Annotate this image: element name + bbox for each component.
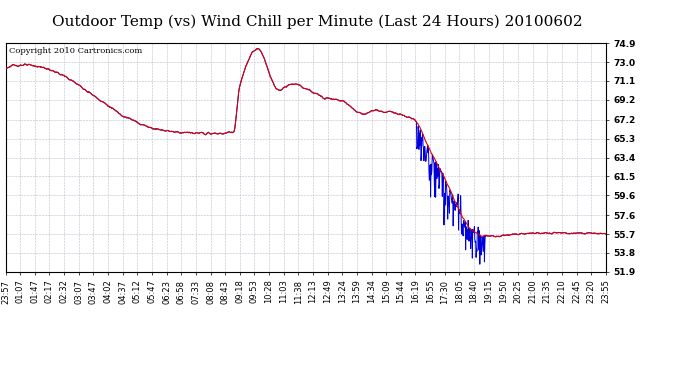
Text: Outdoor Temp (vs) Wind Chill per Minute (Last 24 Hours) 20100602: Outdoor Temp (vs) Wind Chill per Minute …	[52, 15, 583, 29]
Text: Copyright 2010 Cartronics.com: Copyright 2010 Cartronics.com	[8, 46, 141, 54]
